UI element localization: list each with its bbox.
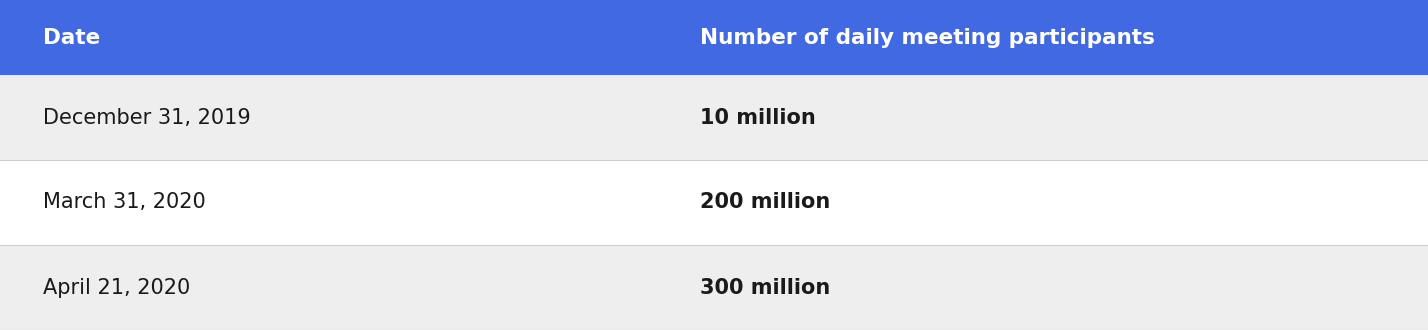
Bar bbox=[0, 245, 1428, 330]
Text: March 31, 2020: March 31, 2020 bbox=[43, 192, 206, 213]
Text: 10 million: 10 million bbox=[700, 108, 815, 127]
Text: 200 million: 200 million bbox=[700, 192, 830, 213]
Text: December 31, 2019: December 31, 2019 bbox=[43, 108, 250, 127]
Bar bbox=[0, 75, 1428, 160]
Text: Number of daily meeting participants: Number of daily meeting participants bbox=[700, 27, 1155, 48]
Text: April 21, 2020: April 21, 2020 bbox=[43, 278, 190, 298]
Bar bbox=[0, 160, 1428, 245]
Text: 300 million: 300 million bbox=[700, 278, 830, 298]
Bar bbox=[0, 0, 1428, 75]
Text: Date: Date bbox=[43, 27, 100, 48]
